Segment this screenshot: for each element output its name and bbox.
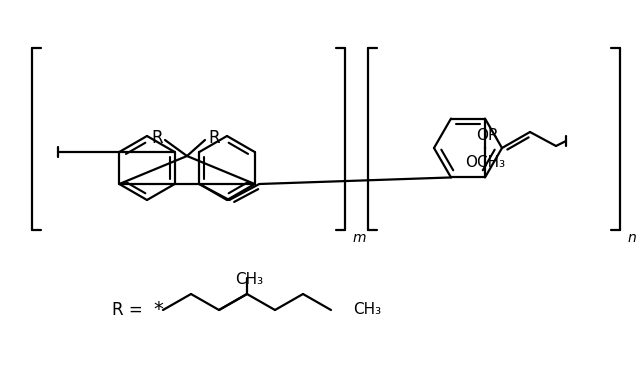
Text: CH₃: CH₃	[353, 303, 381, 317]
Text: *: *	[153, 300, 163, 320]
Text: R: R	[151, 129, 163, 147]
Text: OR: OR	[476, 128, 499, 143]
Text: n: n	[628, 231, 637, 245]
Text: R =: R =	[112, 301, 148, 319]
Text: CH₃: CH₃	[235, 272, 263, 288]
Text: OCH₃: OCH₃	[465, 155, 505, 170]
Text: R: R	[208, 129, 220, 147]
Text: m: m	[353, 231, 367, 245]
